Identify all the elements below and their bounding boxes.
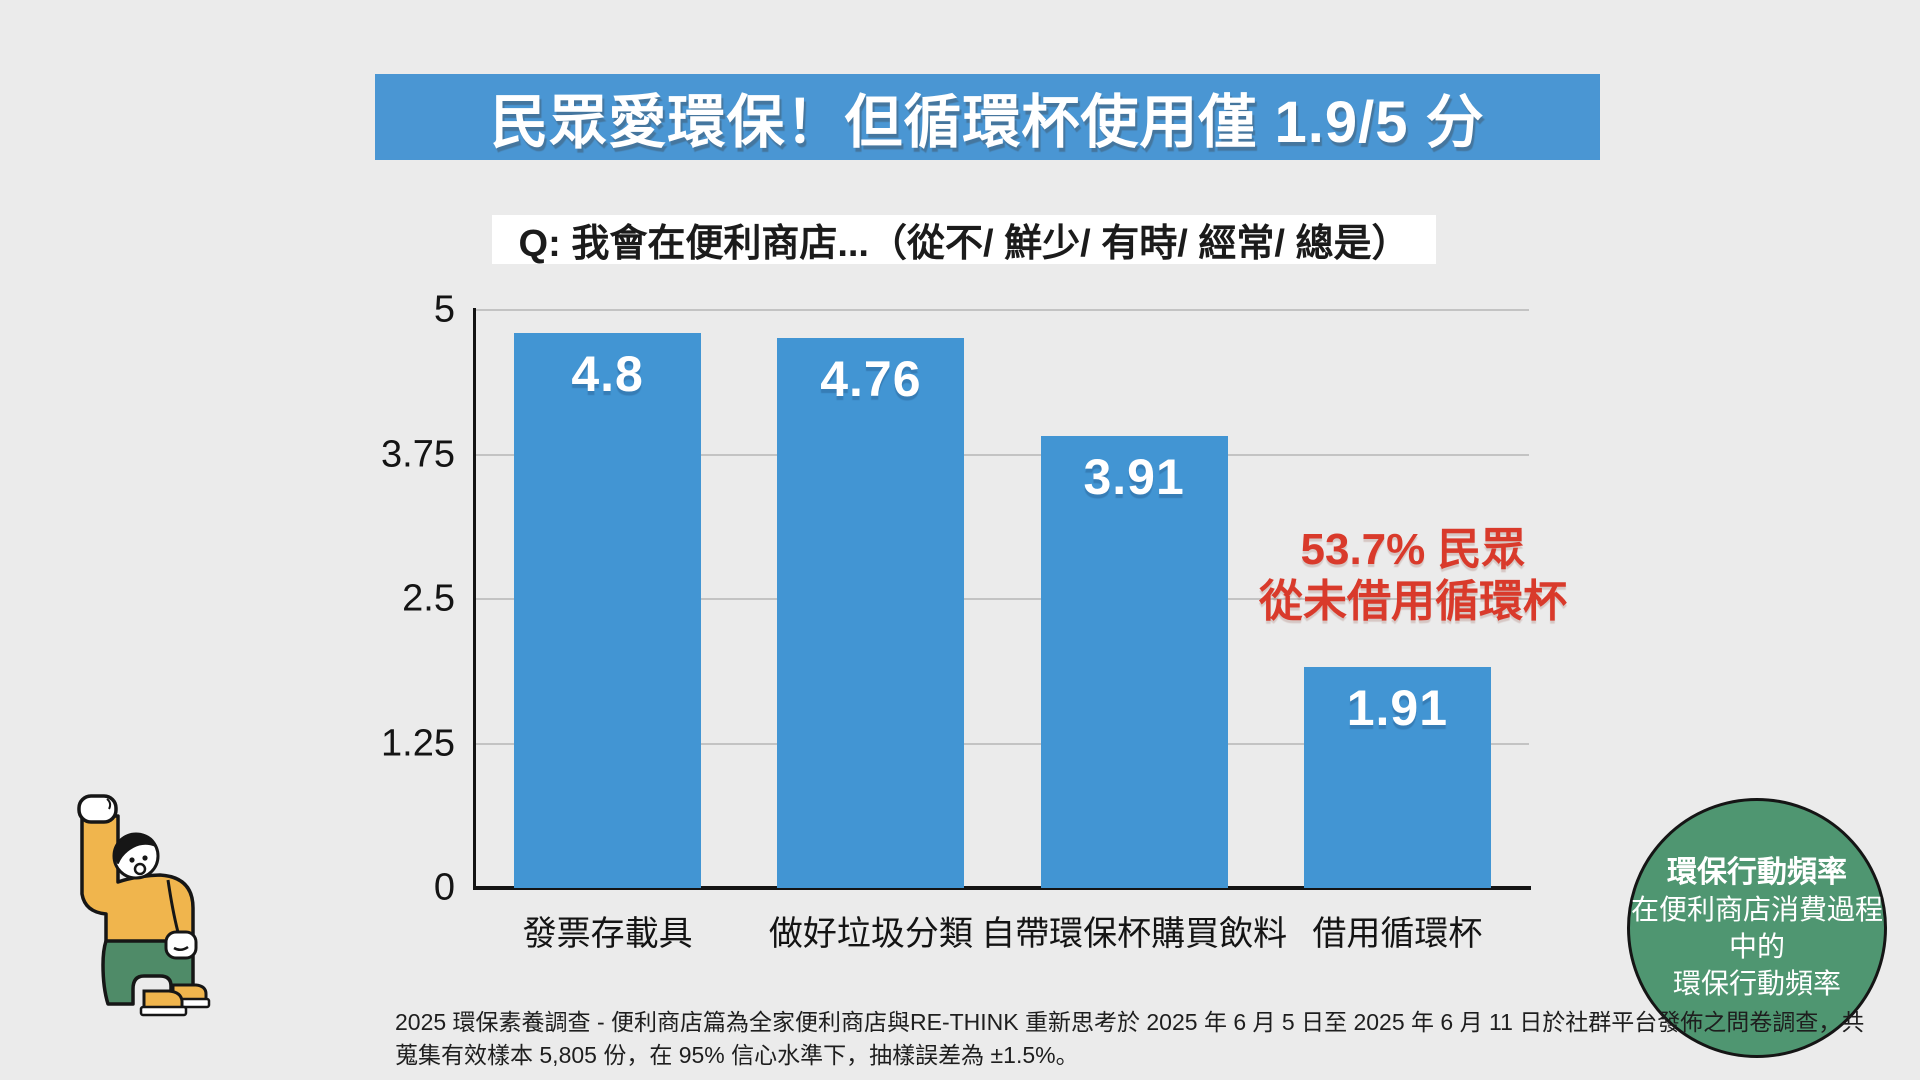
- annotation-line-1: 53.7% 民眾: [1300, 525, 1526, 574]
- mascot-eye-right: [142, 855, 148, 861]
- mascot-glove-line: [173, 945, 189, 951]
- x-axis-label-自帶環保杯購買飲料: 自帶環保杯購買飲料: [981, 915, 1288, 953]
- bar-value-label: 1.91: [1346, 680, 1449, 737]
- gridline-5: [476, 309, 1529, 311]
- mascot-eye-left: [129, 857, 135, 863]
- mascot-mouth: [133, 862, 147, 876]
- annotation-line-2: 從未借用循環杯: [1259, 577, 1567, 626]
- topic-badge: 環保行動頻率 在便利商店消費過程 中的 環保行動頻率: [1627, 798, 1887, 1058]
- x-axis-line: [473, 886, 1531, 890]
- bar-借用循環杯: 1.91: [1303, 667, 1491, 888]
- bar-發票存載具: 4.8: [514, 333, 702, 888]
- badge-line-3: 中的: [1728, 931, 1785, 962]
- annotation-never-borrowed: 53.7% 民眾 從未借用循環杯: [1259, 524, 1567, 628]
- mascot-fist-line: [106, 798, 112, 810]
- mascot-illustration: [77, 794, 211, 1017]
- page-title: 民眾愛環保！但循環杯使用僅 1.9/5 分: [490, 90, 1485, 155]
- x-axis-label-做好垃圾分類: 做好垃圾分類: [768, 915, 973, 953]
- source-note-line-1: 2025 環保素養調查 - 便利商店篇為全家便利商店與RE-THINK 重新思考…: [395, 1009, 1865, 1035]
- y-tick-label-0: 0: [433, 866, 455, 909]
- badge-line-2: 在便利商店消費過程: [1630, 894, 1883, 925]
- bar-value-label: 4.76: [820, 350, 922, 407]
- mascot-sole-left: [139, 1005, 188, 1017]
- source-note-line-2: 蒐集有效樣本 5,805 份，在 95% 信心水準下，抽樣誤差為 ±1.5%。: [395, 1042, 1079, 1068]
- source-note: 2025 環保素養調查 - 便利商店篇為全家便利商店與RE-THINK 重新思考…: [395, 1006, 1864, 1072]
- x-axis-label-發票存載具: 發票存載具: [522, 915, 693, 953]
- bar-value-label: 4.8: [571, 346, 644, 403]
- mascot-fist: [77, 794, 118, 824]
- y-axis-tick-labels: 0 1.25 2.5 3.75 5: [300, 289, 455, 909]
- gridline-1.25: [476, 742, 1529, 745]
- y-axis-line: [473, 308, 476, 890]
- mascot-glove: [164, 930, 198, 960]
- question-text: Q: 我會在便利商店...（從不/ 鮮少/ 有時/ 經常/ 總是）: [518, 223, 1410, 265]
- x-axis-label-借用循環杯: 借用循環杯: [1312, 915, 1483, 953]
- gridline-3.75: [476, 453, 1529, 456]
- badge-line-1: 環保行動頻率: [1667, 856, 1847, 889]
- question-strip: Q: 我會在便利商店...（從不/ 鮮少/ 有時/ 經常/ 總是）: [492, 215, 1436, 265]
- y-tick-label-1.25: 1.25: [381, 722, 455, 764]
- bar-value-label: 3.91: [1083, 449, 1185, 506]
- gridline-2.5: [476, 598, 1529, 600]
- title-banner: 民眾愛環保！但循環杯使用僅 1.9/5 分: [375, 74, 1600, 160]
- y-tick-label-5: 5: [433, 288, 455, 331]
- y-tick-label-2.5: 2.5: [402, 577, 455, 620]
- bar-自帶環保杯購買飲料: 3.91: [1040, 436, 1228, 888]
- y-tick-label-3.75: 3.75: [381, 433, 455, 475]
- bar-chart-plot-area: 4.8 發票存載具 4.76 做好垃圾分類 3.91 自帶環保杯購買飲料 1.91 借用循環杯: [476, 309, 1529, 953]
- badge-line-4: 環保行動頻率: [1672, 968, 1841, 999]
- bar-做好垃圾分類: 4.76: [777, 337, 965, 888]
- mascot-hair: [114, 833, 157, 864]
